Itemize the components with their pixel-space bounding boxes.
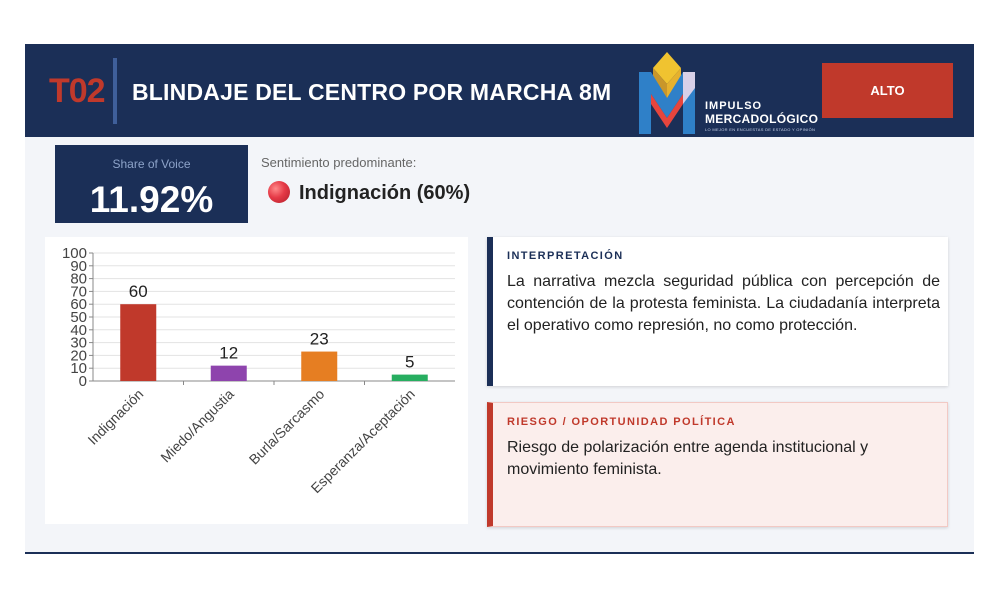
logo-mark-icon — [639, 52, 695, 134]
bar — [391, 374, 428, 381]
y-tick-label: 20 — [70, 347, 87, 364]
data-label: 12 — [219, 344, 238, 363]
x-tick-label: Indignación — [84, 386, 146, 448]
y-tick-label: 10 — [70, 360, 87, 377]
y-tick-label: 60 — [70, 296, 87, 313]
sentiment-value: Indignación (60%) — [299, 182, 471, 204]
logo-line1: IMPULSO — [705, 100, 763, 112]
logo-tagline: LO MEJOR EN ENCUESTAS DE ESTADO Y OPINIÓ… — [705, 127, 816, 132]
impulso-logo: IMPULSO MERCADOLÓGICO LO MEJOR EN ENCUES… — [637, 48, 819, 136]
risk-heading: RIESGO / OPORTUNIDAD POLÍTICA — [507, 416, 736, 428]
sentiment-indicator-icon — [268, 181, 290, 203]
y-tick-label: 90 — [70, 258, 87, 275]
interpretation-body: La narrativa mezcla seguridad pública co… — [507, 273, 940, 334]
x-tick-label: Esperanza/Aceptación — [307, 386, 417, 496]
x-tick-label: Miedo/Angustia — [157, 386, 237, 466]
y-tick-label: 40 — [70, 322, 87, 339]
header-divider — [113, 58, 117, 124]
data-label: 60 — [129, 282, 148, 301]
share-of-voice-box: Share of Voice 11.92% — [55, 145, 248, 223]
data-label: 23 — [310, 330, 329, 349]
interpretation-card: INTERPRETACIÓN La narrativa mezcla segur… — [487, 237, 948, 386]
data-label: 5 — [405, 353, 414, 372]
y-tick-label: 50 — [70, 309, 87, 326]
sentiment-label: Sentimiento predominante: — [261, 155, 417, 170]
bar-chart-svg: 010203040506070809010060Indignación12Mie… — [62, 245, 455, 496]
bar — [120, 304, 157, 381]
logo-line2: MERCADOLÓGICO — [705, 112, 819, 126]
sentiment-chart: 0 10 20 30 40 50 60 70 80 90 100 60 Indignación 12 Mie… — [45, 237, 468, 524]
x-tick-label: Burla/Sarcasmo — [246, 386, 328, 468]
y-tick-label: 70 — [70, 283, 87, 300]
risk-level-badge: ALTO — [822, 63, 953, 118]
share-of-voice-value: 11.92% — [89, 179, 214, 220]
topic-code: T02 — [49, 72, 106, 110]
bar — [210, 365, 247, 381]
y-tick-label: 80 — [70, 271, 87, 288]
risk-body: Riesgo de polarización entre agenda inst… — [507, 439, 869, 478]
bar — [301, 351, 338, 381]
share-of-voice-label: Share of Voice — [112, 157, 191, 171]
page-title: BLINDAJE DEL CENTRO POR MARCHA 8M — [132, 79, 612, 105]
footer-line — [25, 552, 974, 554]
y-tick-label: 0 — [79, 373, 87, 390]
risk-card: RIESGO / OPORTUNIDAD POLÍTICA Riesgo de … — [487, 402, 948, 527]
slide: T02 BLINDAJE DEL CENTRO POR MARCHA 8M IM… — [25, 44, 974, 554]
y-tick-label: 30 — [70, 335, 87, 352]
header-bar: T02 BLINDAJE DEL CENTRO POR MARCHA 8M IM… — [25, 44, 974, 137]
interpretation-heading: INTERPRETACIÓN — [507, 250, 624, 262]
y-tick-label: 100 — [62, 245, 87, 262]
